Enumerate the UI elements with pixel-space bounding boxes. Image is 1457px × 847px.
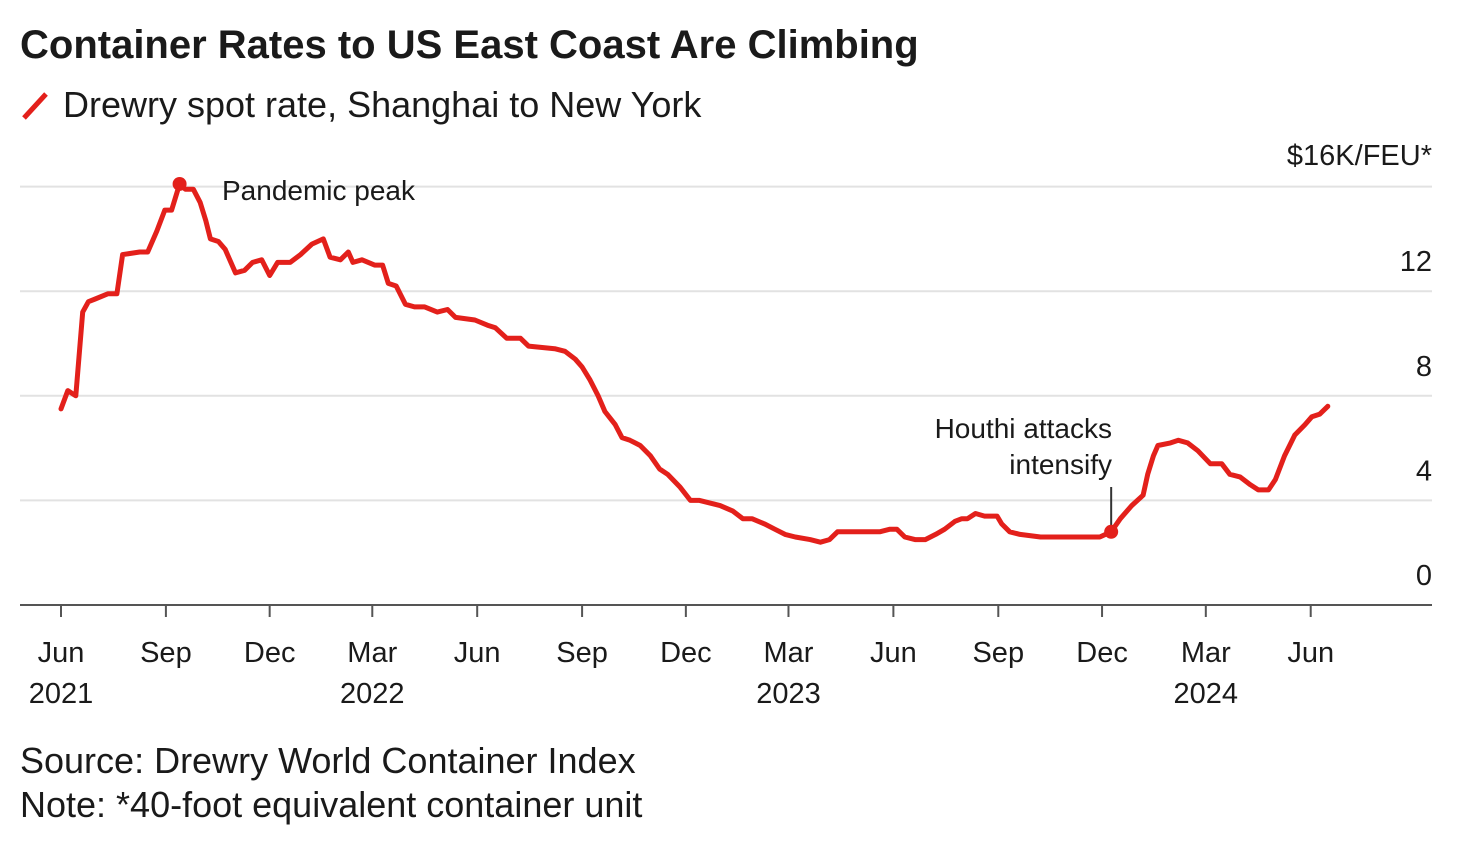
x-tick-year: 2021	[29, 678, 94, 710]
x-tick-month: Mar	[764, 637, 814, 669]
pandemic-peak-marker	[172, 176, 187, 191]
x-tick-month: Jun	[870, 637, 917, 669]
houthi-label-line1: Houthi attacks	[935, 413, 1112, 444]
legend-line-icon	[22, 92, 48, 120]
y-axis: 0 4 8 12	[1400, 246, 1432, 592]
x-tick-month: Jun	[1287, 637, 1334, 669]
pandemic-peak-label: Pandemic peak	[222, 175, 416, 206]
x-tick-year: 2024	[1174, 678, 1239, 710]
gridlines	[20, 185, 1432, 502]
x-tick-month: Dec	[1076, 637, 1128, 669]
x-tick-month: Sep	[556, 637, 608, 669]
chart-title: Container Rates to US East Coast Are Cli…	[20, 23, 919, 67]
y-tick-label: 0	[1416, 560, 1432, 592]
source-note: Source: Drewry World Container Index	[20, 740, 636, 781]
y-tick-label: 12	[1400, 246, 1432, 278]
annotations: Pandemic peak Houthi attacks intensify	[172, 175, 1119, 539]
y-tick-label: 8	[1416, 351, 1432, 383]
footnote: Note: *40-foot equivalent container unit	[20, 784, 642, 825]
x-tick-month: Dec	[660, 637, 712, 669]
x-axis: Jun 2021 Sep Dec Mar 2022 Jun Sep Dec Mar 2023 Jun S…	[29, 605, 1334, 710]
y-tick-label: 4	[1416, 455, 1432, 487]
x-tick-month: Jun	[38, 637, 85, 669]
series-line-drewry-spot-rate	[58, 181, 1331, 545]
houthi-marker	[1104, 524, 1119, 539]
x-tick-month: Sep	[140, 637, 192, 669]
x-tick-month: Jun	[454, 637, 501, 669]
y-unit-label: $16K/FEU*	[1287, 140, 1432, 172]
x-tick-month: Mar	[1181, 637, 1231, 669]
legend-label: Drewry spot rate, Shanghai to New York	[63, 84, 702, 125]
x-tick-year: 2023	[756, 678, 821, 710]
x-tick-month: Mar	[347, 637, 397, 669]
x-tick-month: Sep	[972, 637, 1024, 669]
houthi-label-line2: intensify	[1009, 449, 1112, 480]
x-tick-month: Dec	[244, 637, 296, 669]
x-tick-year: 2022	[340, 678, 405, 710]
